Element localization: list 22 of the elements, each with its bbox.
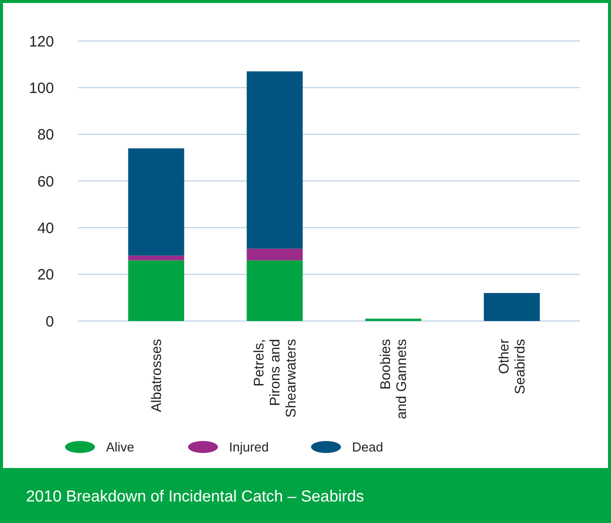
x-tick-label: Petrels, Pirons and Shearwaters (250, 339, 299, 418)
y-tick-label: 100 (28, 80, 54, 97)
bar (484, 293, 540, 321)
y-tick-label: 20 (37, 266, 54, 284)
bar (128, 260, 184, 321)
bar (246, 260, 303, 321)
y-tick-label: 120 (28, 33, 54, 50)
y-tick-label: 40 (37, 220, 54, 237)
bar (128, 148, 184, 256)
bar (246, 71, 303, 249)
x-tick-label: Boobies and Gannets (377, 339, 410, 420)
bar (246, 248, 303, 260)
bar (128, 256, 184, 260)
y-tick-label: 80 (37, 126, 54, 144)
text: 2010 Breakdown of Incidental Catch – Seabirds (26, 488, 364, 506)
legend-label: Injured (229, 440, 269, 455)
y-tick-label: 0 (46, 313, 54, 330)
legend-label: Alive (106, 440, 134, 455)
x-tick-label: Other Seabirds (496, 338, 528, 394)
x-tick-label: Albatrosses (148, 339, 164, 412)
legend-label: Dead (352, 440, 384, 455)
y-tick-label: 60 (37, 173, 54, 190)
